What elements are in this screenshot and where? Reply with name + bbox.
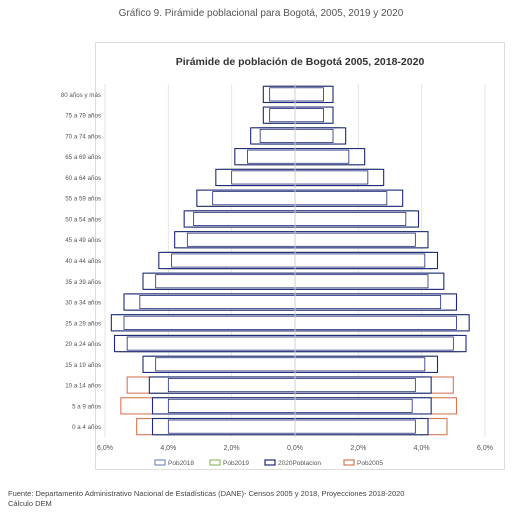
chart-frame: [95, 42, 505, 470]
bar-inner-left: [167, 398, 296, 413]
bar-inner-left: [259, 128, 296, 143]
bar-inner-right: [294, 419, 416, 434]
chart-title: Pirámide de población de Bogotá 2005, 20…: [175, 56, 425, 68]
category-label: 0 a 4 años: [72, 424, 101, 431]
category-label: 45 a 49 años: [65, 237, 101, 244]
category-label: 20 a 24 años: [65, 341, 101, 348]
x-tick-label: 6,0%: [97, 445, 113, 452]
bar-inner-left: [269, 108, 296, 123]
bar-inner-left: [193, 211, 296, 226]
bar-inner-right: [294, 128, 334, 143]
category-label: 80 años y más: [61, 92, 101, 99]
category-label: 50 a 54 años: [65, 216, 101, 223]
legend-swatch-Pob2018: [154, 459, 166, 466]
bar-inner-right: [294, 108, 324, 123]
bar-inner-right: [294, 336, 454, 351]
category-label: 40 a 44 años: [65, 258, 101, 265]
bar-inner-right: [294, 274, 429, 289]
bar-inner-left: [247, 149, 296, 164]
category-label: 10 a 14 años: [65, 383, 101, 390]
bar-inner-left: [123, 315, 296, 330]
category-label: 60 a 64 años: [65, 175, 101, 182]
x-tick-label: 4,0%: [160, 445, 176, 452]
legend-label: Pob2019: [223, 460, 249, 467]
x-tick-label: 0,0%: [287, 445, 303, 452]
category-label: 75 a 79 años: [65, 113, 101, 120]
source-line-2: Cálculo DEM: [8, 499, 52, 508]
bar-inner-right: [294, 170, 369, 185]
x-tick-label: 2,0%: [350, 445, 366, 452]
bar-inner-right: [294, 357, 426, 372]
category-label: 5 a 9 años: [72, 403, 101, 410]
category-label: 70 a 74 años: [65, 133, 101, 140]
bar-inner-left: [126, 336, 296, 351]
bar-inner-right: [294, 149, 350, 164]
bar-inner-right: [294, 378, 416, 393]
category-label: 30 a 34 años: [65, 300, 101, 307]
legend-label: 2020Poblacion: [278, 460, 321, 467]
figure-caption: Gráfico 9. Pirámide poblacional para Bog…: [118, 8, 404, 19]
bar-inner-left: [139, 295, 296, 310]
bar-inner-left: [167, 419, 296, 434]
category-label: 55 a 59 años: [65, 196, 101, 203]
bar-inner-right: [294, 253, 426, 268]
bar-inner-right: [294, 87, 324, 102]
bar-inner-left: [212, 191, 296, 206]
x-tick-label: 6,0%: [477, 445, 493, 452]
category-label: 35 a 39 años: [65, 279, 101, 286]
bar-inner-right: [294, 232, 416, 247]
bar-inner-right: [294, 398, 413, 413]
source-line-1: Fuente: Departamento Administrativo Naci…: [8, 489, 405, 498]
category-label: 15 a 19 años: [65, 362, 101, 369]
bar-inner-right: [294, 315, 457, 330]
bar-inner-left: [171, 253, 296, 268]
bar-inner-right: [294, 295, 442, 310]
legend-label: Pob2018: [168, 460, 194, 467]
x-tick-label: 2,0%: [224, 445, 240, 452]
category-label: 65 a 69 años: [65, 154, 101, 161]
legend-swatch-Pob2005: [343, 459, 355, 466]
bar-inner-left: [155, 357, 296, 372]
legend-label: Pob2005: [357, 460, 383, 467]
source-note: Fuente: Departamento Administrativo Naci…: [8, 489, 518, 509]
bar-inner-left: [155, 274, 296, 289]
legend-swatch-2020Poblacion: [264, 459, 276, 466]
bar-inner-right: [294, 191, 388, 206]
legend-swatch-Pob2019: [209, 459, 221, 466]
category-label: 25 a 29 años: [65, 320, 101, 327]
bar-inner-left: [269, 87, 296, 102]
bar-inner-left: [167, 378, 296, 393]
bar-inner-left: [186, 232, 296, 247]
bar-inner-left: [231, 170, 296, 185]
x-tick-label: 4,0%: [414, 445, 430, 452]
bar-inner-right: [294, 211, 407, 226]
